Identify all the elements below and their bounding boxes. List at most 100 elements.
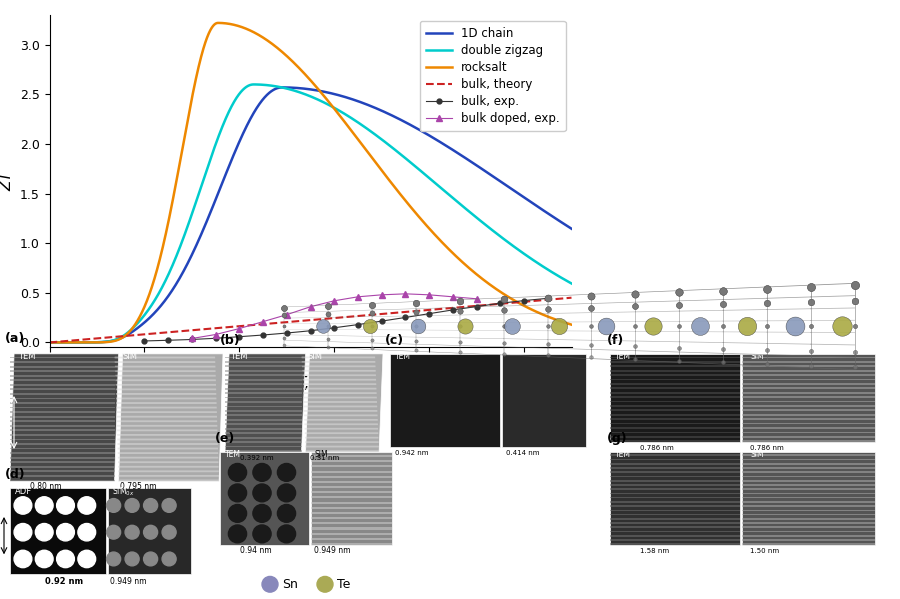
Circle shape: [144, 525, 158, 539]
1D chain: [500, 181, 510, 188]
1D chain: [566, 225, 577, 232]
Polygon shape: [742, 427, 875, 429]
Polygon shape: [305, 437, 379, 438]
Polygon shape: [225, 441, 302, 443]
Polygon shape: [610, 484, 740, 486]
Polygon shape: [302, 374, 376, 376]
Polygon shape: [10, 488, 106, 574]
Polygon shape: [119, 354, 223, 482]
rocksalt: [245, 27, 256, 34]
Polygon shape: [117, 420, 217, 422]
Circle shape: [162, 552, 176, 566]
1D chain: [556, 219, 567, 226]
Polygon shape: [10, 389, 114, 391]
bulk, theory: [500, 300, 510, 307]
Polygon shape: [610, 436, 740, 438]
bulk doped, exp.: [234, 325, 245, 332]
bulk, exp.: [447, 306, 458, 313]
Polygon shape: [742, 480, 875, 482]
Polygon shape: [114, 356, 215, 358]
Text: TEM: TEM: [225, 450, 241, 459]
Polygon shape: [742, 410, 875, 412]
Polygon shape: [225, 428, 302, 429]
Polygon shape: [610, 452, 740, 545]
Text: 0.392 nm: 0.392 nm: [240, 455, 274, 461]
bulk, exp.: [376, 317, 387, 325]
bulk, exp.: [424, 310, 435, 317]
Text: 0.786 nm: 0.786 nm: [640, 445, 674, 451]
Polygon shape: [303, 388, 376, 389]
Polygon shape: [610, 539, 740, 541]
Polygon shape: [610, 423, 740, 425]
Text: (g): (g): [607, 432, 627, 445]
Polygon shape: [116, 416, 217, 418]
Polygon shape: [305, 446, 379, 447]
Polygon shape: [610, 431, 740, 433]
Text: SIM: SIM: [751, 450, 764, 459]
Polygon shape: [10, 402, 114, 404]
Polygon shape: [742, 531, 875, 533]
Polygon shape: [502, 354, 586, 447]
Polygon shape: [115, 366, 215, 368]
Polygon shape: [302, 379, 376, 380]
Text: 0.94 nm: 0.94 nm: [240, 546, 272, 555]
Polygon shape: [304, 423, 378, 425]
Line: bulk doped, exp.: bulk doped, exp.: [189, 291, 480, 341]
bulk, exp.: [472, 303, 482, 310]
Polygon shape: [610, 410, 740, 412]
Circle shape: [106, 498, 121, 512]
Polygon shape: [311, 455, 392, 457]
rocksalt: [500, 291, 510, 298]
Text: 0.414 nm: 0.414 nm: [506, 450, 539, 456]
Text: (c): (c): [385, 334, 404, 347]
Polygon shape: [10, 425, 114, 426]
Text: 0.49 nm: 0.49 nm: [0, 521, 2, 550]
Polygon shape: [118, 447, 218, 449]
Polygon shape: [610, 418, 740, 420]
Polygon shape: [303, 401, 377, 403]
Polygon shape: [225, 450, 302, 452]
Polygon shape: [10, 438, 114, 440]
Polygon shape: [610, 361, 740, 362]
Polygon shape: [10, 466, 114, 468]
Polygon shape: [117, 434, 218, 436]
Text: 0.949 nm: 0.949 nm: [314, 546, 351, 555]
Polygon shape: [10, 366, 114, 368]
rocksalt: [104, 338, 114, 346]
Polygon shape: [10, 384, 114, 386]
Circle shape: [14, 497, 32, 514]
double zigzag: [267, 82, 278, 89]
Circle shape: [317, 576, 333, 592]
Polygon shape: [305, 432, 378, 434]
Polygon shape: [118, 470, 219, 472]
Text: 0.942 nm: 0.942 nm: [395, 450, 428, 456]
Polygon shape: [610, 392, 740, 394]
Polygon shape: [225, 437, 302, 438]
Polygon shape: [311, 538, 392, 540]
Polygon shape: [10, 461, 114, 463]
Polygon shape: [311, 501, 392, 504]
Polygon shape: [742, 501, 875, 503]
1D chain: [135, 322, 146, 329]
Polygon shape: [225, 365, 302, 367]
Line: 1D chain: 1D chain: [50, 87, 572, 343]
Circle shape: [162, 525, 176, 539]
Polygon shape: [742, 365, 875, 367]
Polygon shape: [304, 428, 378, 429]
Text: (a): (a): [5, 332, 25, 345]
Circle shape: [57, 497, 75, 514]
Polygon shape: [742, 452, 875, 545]
Polygon shape: [742, 379, 875, 380]
Polygon shape: [119, 475, 219, 477]
rocksalt: [44, 339, 55, 346]
Polygon shape: [10, 420, 114, 422]
Polygon shape: [742, 356, 875, 358]
Polygon shape: [610, 510, 740, 511]
Polygon shape: [742, 414, 875, 416]
bulk doped, exp.: [282, 311, 292, 318]
Polygon shape: [742, 543, 875, 545]
Circle shape: [106, 552, 121, 566]
Text: 1.50 nm: 1.50 nm: [751, 548, 779, 554]
Polygon shape: [610, 497, 740, 498]
Polygon shape: [742, 455, 875, 456]
